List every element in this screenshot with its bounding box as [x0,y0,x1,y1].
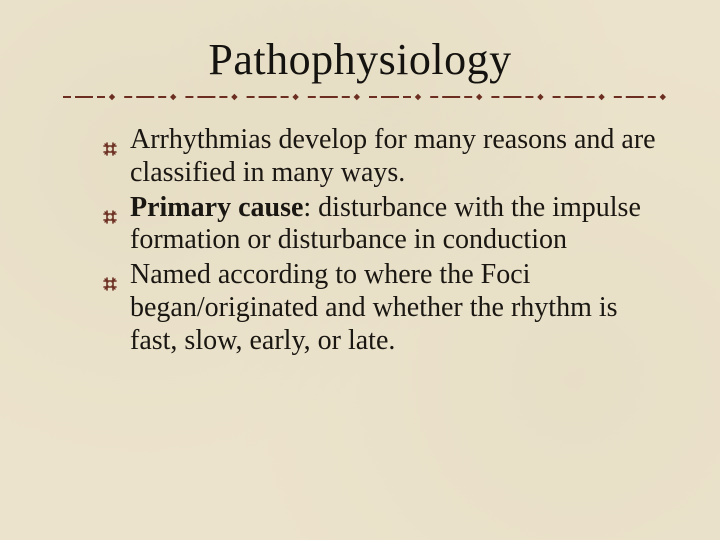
list-item: Primary cause: disturbance with the impu… [102,192,660,258]
list-item-text: Primary cause [130,192,303,223]
list-item: Arrhythmias develop for many reasons and… [102,124,660,190]
bullet-icon [102,268,118,284]
list-item-text: Arrhythmias develop for many reasons and… [130,124,656,188]
bullet-list: Arrhythmias develop for many reasons and… [60,124,660,357]
page-title: Pathophysiology [60,34,660,85]
list-item: Named according to where the Foci began/… [102,259,660,357]
list-item-text: Named according to where the Foci began/… [130,259,618,356]
divider [60,91,672,103]
slide: Pathophysiology Arrhythmias develop for … [0,0,720,540]
bullet-icon [102,133,118,149]
bullet-icon [102,201,118,217]
